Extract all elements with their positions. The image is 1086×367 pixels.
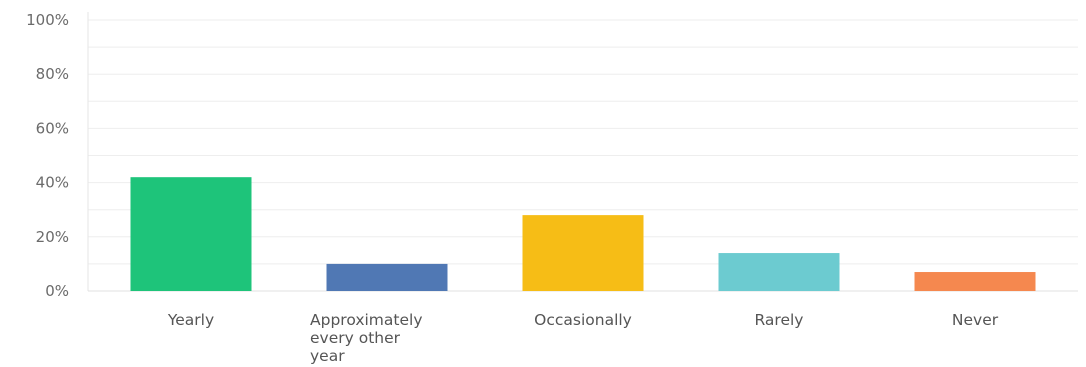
x-category-label-line: every other xyxy=(310,329,401,347)
x-axis-labels: Yearly Approximately every other year Occasi… xyxy=(167,311,999,365)
x-category-label-line: Never xyxy=(952,311,999,329)
y-tick-label: 60% xyxy=(36,119,69,137)
bar[interactable] xyxy=(522,215,644,291)
x-category-label: Approximately every other year xyxy=(310,311,423,365)
x-category-label-line: Occasionally xyxy=(534,311,632,329)
y-tick-label: 100% xyxy=(26,11,69,29)
x-category-label: Never xyxy=(952,311,999,329)
y-tick-label: 80% xyxy=(36,65,69,83)
x-category-label: Yearly xyxy=(167,311,214,329)
x-category-label-line: Approximately xyxy=(310,311,423,329)
bar[interactable] xyxy=(914,272,1036,291)
x-category-label-line: year xyxy=(310,347,345,365)
x-category-label-line: Rarely xyxy=(755,311,804,329)
y-axis-ticks: 0% 20% 40% 60% 80% 100% xyxy=(26,11,69,300)
gridlines xyxy=(87,12,1078,292)
bars xyxy=(130,177,1036,291)
y-tick-label: 40% xyxy=(36,174,69,192)
y-tick-label: 0% xyxy=(45,282,69,300)
bar[interactable] xyxy=(130,177,252,291)
y-tick-label: 20% xyxy=(36,228,69,246)
bar[interactable] xyxy=(718,253,840,291)
x-category-label: Occasionally xyxy=(534,311,632,329)
x-category-label: Rarely xyxy=(755,311,804,329)
bar[interactable] xyxy=(326,263,448,291)
x-category-label-line: Yearly xyxy=(167,311,214,329)
